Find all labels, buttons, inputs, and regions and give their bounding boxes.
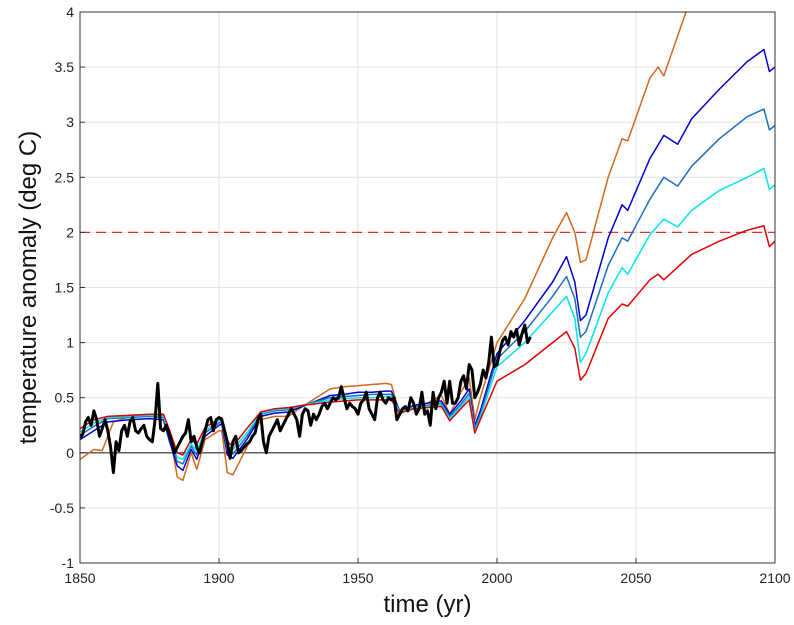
y-axis-ticks: -1 -0.5 0 0.5 1 1.5 2 2.5 3 3.5 4 <box>50 4 85 571</box>
y-tick-label: 2.5 <box>55 169 75 185</box>
y-tick-label: 1 <box>66 335 74 351</box>
y-tick-label: 0.5 <box>55 390 75 406</box>
y-tick-label: 3 <box>66 114 74 130</box>
y-tick-label: -0.5 <box>50 500 74 516</box>
y-tick-label: 2 <box>66 224 74 240</box>
series-line-1 <box>80 12 687 482</box>
y-tick-label: -1 <box>62 555 75 571</box>
y-tick-label: 1.5 <box>55 280 75 296</box>
y-axis-label: temperature anomaly (deg C) <box>15 131 42 444</box>
x-tick-label: 1850 <box>64 570 95 586</box>
x-tick-label: 2000 <box>481 570 512 586</box>
x-tick-label: 1900 <box>203 570 234 586</box>
y-tick-label: 3.5 <box>55 59 75 75</box>
x-tick-label: 2100 <box>759 570 790 586</box>
series-lines <box>80 12 775 482</box>
grid <box>79 11 776 564</box>
x-tick-label: 2050 <box>620 570 651 586</box>
y-tick-label: 4 <box>66 4 74 20</box>
series-line-5 <box>80 225 775 456</box>
series-line-6 <box>80 323 532 475</box>
x-axis-ticks: 1850 1900 1950 2000 2050 2100 <box>64 558 791 586</box>
x-axis-label: time (yr) <box>384 591 472 618</box>
x-tick-label: 1950 <box>342 570 373 586</box>
y-tick-label: 0 <box>66 445 74 461</box>
